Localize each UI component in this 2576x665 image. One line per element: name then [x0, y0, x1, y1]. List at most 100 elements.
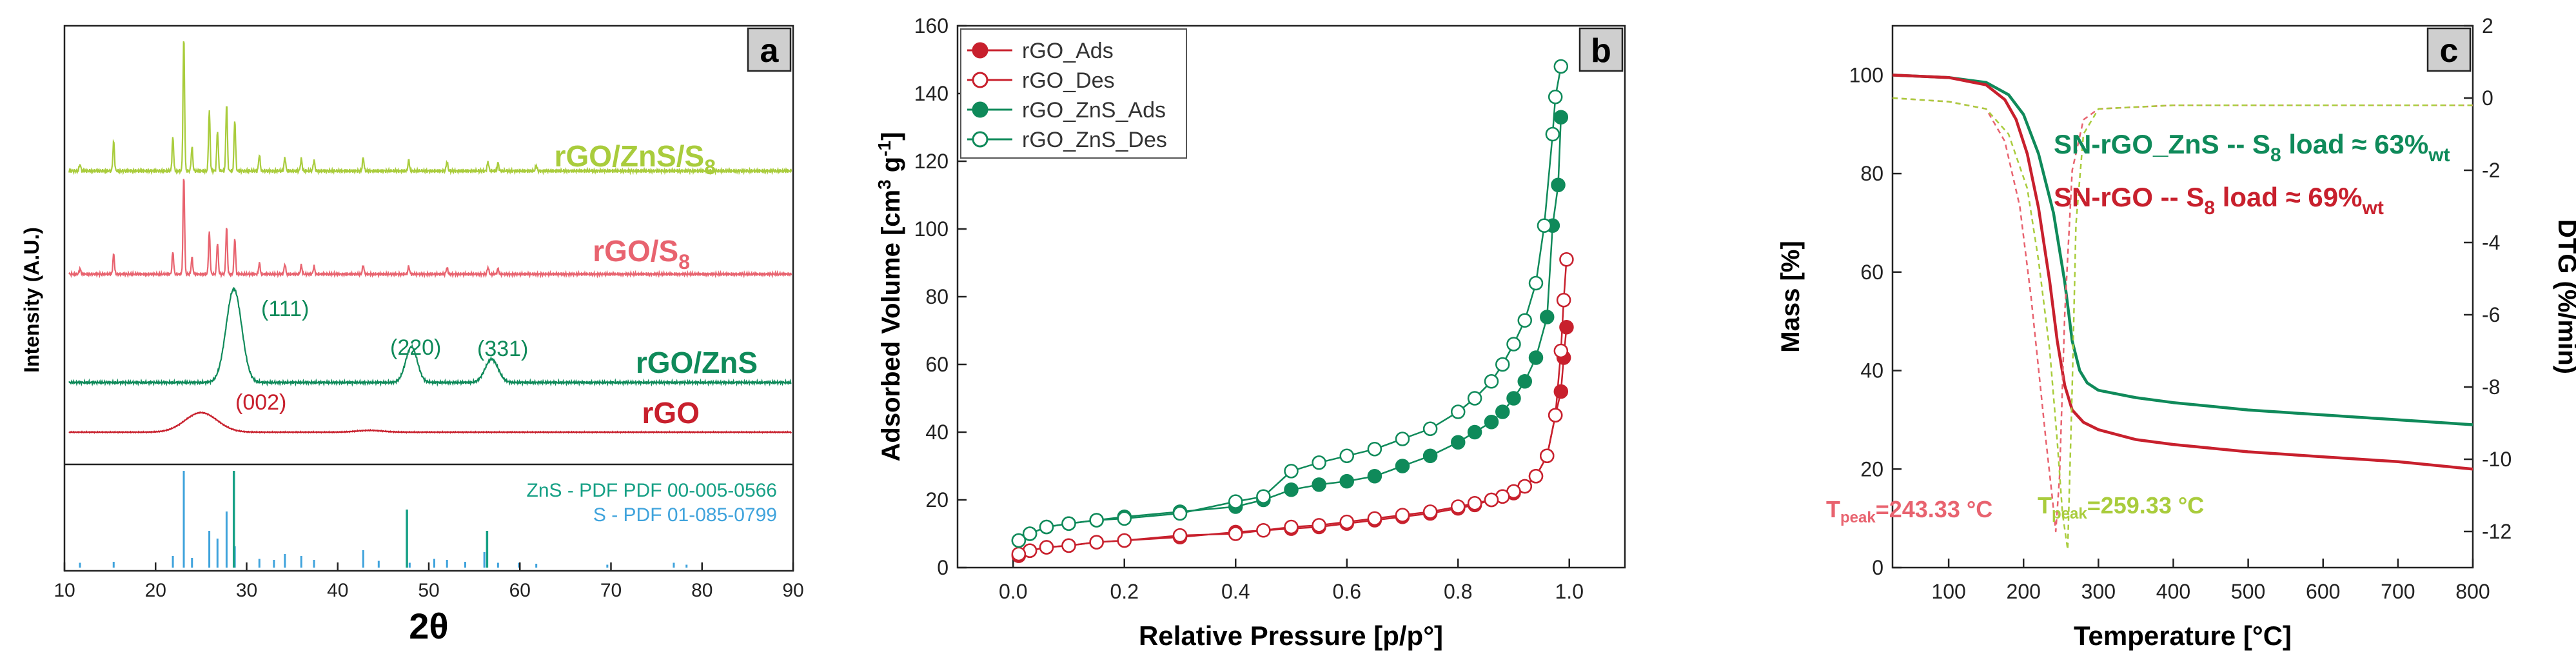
annotation-331: (331) — [477, 337, 528, 361]
annotation-zns-load: SN-rGO_ZnS -- S8 load ≈ 63%wt — [2054, 129, 2450, 166]
x-tick-label-b-0: 0.0 — [999, 580, 1027, 603]
panel-a-x-label: 2θ — [409, 606, 448, 646]
panel-c-tga: 100 200 300 400 500 600 700 800020406080100-12-… — [1776, 14, 2576, 651]
label-rgo-zns-s8: rGO/ZnS/S8 — [555, 139, 716, 179]
y2-tick-label-c-6: 0 — [2482, 86, 2493, 110]
panel-b-label-box — [1578, 27, 1624, 72]
isotherm-point-3-12 — [1395, 432, 1410, 446]
reference-patterns — [79, 471, 688, 568]
xrd-trace-1 — [68, 179, 792, 279]
isotherm-point-3-10 — [1451, 404, 1466, 419]
panel-c-label: c — [2440, 32, 2459, 70]
isotherm-point-1-21 — [1117, 533, 1132, 548]
y-tick-label-b-7: 140 — [914, 82, 949, 105]
isotherm-point-1-9 — [1484, 492, 1499, 508]
x-tick-label-a-7: 80 — [691, 580, 713, 601]
x-tick-label-c-5: 600 — [2306, 580, 2340, 603]
legend-marker-zns-des — [972, 131, 988, 148]
panel-c-ticks: 100 200 300 400 500 600 700 800020406080100-12-… — [1849, 14, 2512, 603]
y-tick-label-b-4: 80 — [925, 285, 949, 308]
y-tick-label-b-5: 100 — [914, 217, 949, 241]
isotherm-point-3-11 — [1422, 421, 1438, 436]
tga-line-3 — [1892, 97, 2473, 551]
isotherm-point-2-17 — [1484, 415, 1499, 430]
x-tick-label-b-4: 0.8 — [1444, 580, 1472, 603]
legend-text-rgo-des: rGO_Des — [1022, 68, 1115, 93]
y-tick-label-b-0: 0 — [937, 556, 949, 579]
panel-b-isotherm: 0.0 0.2 0.4 0.6 0.8 1.0020406080100120140160 … — [874, 14, 1626, 651]
isotherm-point-3-19 — [1172, 506, 1188, 521]
x-tick-label-a-1: 20 — [145, 580, 166, 601]
x-tick-label-b-2: 0.4 — [1221, 580, 1250, 603]
x-tick-label-c-1: 200 — [2007, 580, 2041, 603]
panel-a-label: a — [760, 32, 780, 70]
y-tick-label-b-2: 40 — [925, 421, 949, 444]
legend-marker-rgo-des — [972, 72, 988, 88]
panel-a-x-ticks: 10 20 30 40 50 60 70 80 90 — [54, 562, 804, 601]
tga-line-0 — [1892, 74, 2473, 426]
x-tick-label-c-2: 300 — [2081, 580, 2116, 603]
isotherm-point-3-24 — [1022, 526, 1037, 541]
isotherm-point-3-4 — [1528, 275, 1544, 291]
panel-b-label: b — [1591, 32, 1611, 70]
isotherm-point-1-22 — [1089, 535, 1104, 550]
x-tick-label-c-0: 100 — [1931, 580, 1965, 603]
legend-text-zns-des: rGO_ZnS_Des — [1022, 128, 1167, 152]
ref-legend-zns: ZnS - PDF PDF 00-005-0566 — [527, 480, 778, 501]
isotherm-point-3-7 — [1495, 357, 1510, 372]
label-rgo-zns: rGO/ZnS — [636, 346, 758, 379]
x-tick-label-b-3: 0.6 — [1333, 580, 1361, 603]
panel-b-ticks: 0.0 0.2 0.4 0.6 0.8 1.0 0 20 40 60 80 100 120 140 160 — [914, 14, 1584, 603]
label-rgo-s8: rGO/S8 — [593, 234, 690, 273]
panel-b-x-label: Relative Pressure [p/p°] — [1139, 620, 1443, 651]
x-tick-label-c-7: 800 — [2455, 580, 2490, 603]
x-tick-label-a-8: 90 — [782, 580, 803, 601]
isotherm-point-3-2 — [1545, 126, 1560, 142]
y2-tick-label-c-5: -2 — [2482, 159, 2500, 182]
isotherm-point-1-19 — [1228, 526, 1243, 541]
x-tick-label-b-1: 0.2 — [1110, 580, 1139, 603]
isotherm-point-1-4 — [1540, 448, 1555, 463]
annotation-220: (220) — [390, 335, 441, 360]
y-tick-label-c-5: 100 — [1849, 63, 1883, 86]
isotherm-point-2-19 — [1506, 391, 1521, 406]
isotherm-point-2-11 — [1339, 473, 1354, 489]
isotherm-series — [1011, 59, 1574, 563]
isotherm-point-3-1 — [1548, 90, 1563, 104]
isotherm-point-1-24 — [1039, 540, 1054, 555]
annotation-111: (111) — [261, 297, 309, 321]
y2-tick-label-c-2: -8 — [2482, 375, 2500, 399]
y2-tick-label-c-0: -12 — [2482, 520, 2512, 543]
xrd-traces — [68, 41, 792, 434]
isotherm-point-2-13 — [1395, 459, 1410, 473]
y-tick-label-c-3: 60 — [1860, 261, 1883, 284]
isotherm-point-3-6 — [1506, 337, 1521, 352]
x-tick-label-b-5: 1.0 — [1555, 580, 1584, 603]
isotherm-point-3-22 — [1061, 516, 1076, 531]
isotherm-point-2-24 — [1551, 177, 1566, 192]
isotherm-point-2-10 — [1312, 477, 1326, 492]
panel-c-x-label: Temperature [°C] — [2074, 620, 2292, 651]
isotherm-point-2-18 — [1495, 404, 1510, 419]
panel-c-frame — [1891, 25, 2474, 569]
x-tick-label-c-4: 500 — [2231, 580, 2265, 603]
xrd-trace-2 — [68, 286, 792, 387]
y-tick-label-c-4: 80 — [1860, 162, 1883, 185]
isotherm-point-3-13 — [1367, 442, 1382, 457]
isotherm-point-3-16 — [1284, 464, 1299, 479]
isotherm-point-2-25 — [1553, 110, 1569, 124]
panel-c-y-label: Mass [%] — [1776, 241, 1805, 352]
isotherm-point-1-15 — [1339, 514, 1354, 530]
isotherm-point-2-9 — [1284, 482, 1299, 497]
panel-a-xrd: 10 20 30 40 50 60 70 80 90 Intensity (A.U.) 2θ r… — [20, 25, 804, 646]
isotherm-point-2-15 — [1451, 435, 1466, 450]
isotherm-point-1-5 — [1528, 469, 1544, 484]
y-tick-label-b-8: 160 — [914, 14, 949, 37]
ref-legend-s: S - PDF 01-085-0799 — [593, 504, 777, 526]
isotherm-point-2-14 — [1422, 448, 1438, 463]
isotherm-point-1-10 — [1467, 496, 1482, 511]
isotherm-point-3-15 — [1312, 455, 1326, 470]
isotherm-point-1-23 — [1061, 538, 1076, 553]
legend-text-zns-ads: rGO_ZnS_Ads — [1022, 98, 1166, 123]
isotherm-point-1-13 — [1395, 508, 1410, 522]
